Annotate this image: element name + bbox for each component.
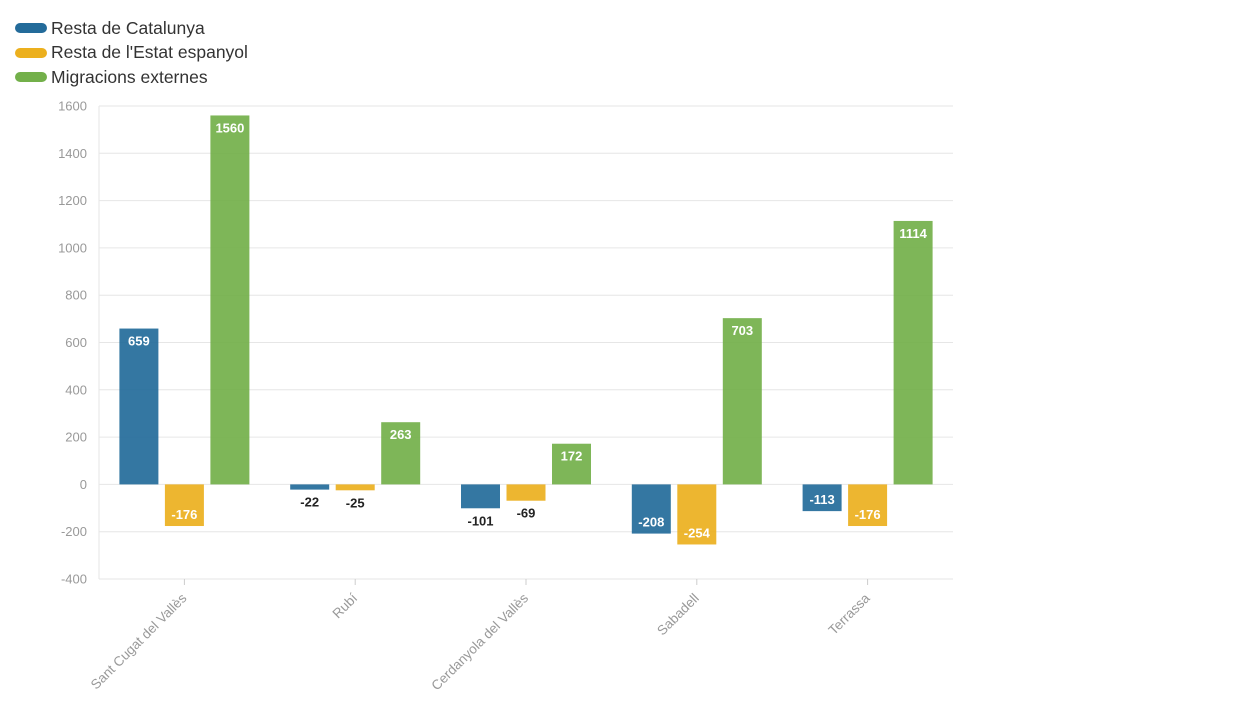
y-tick-label: 1600 [58,99,87,114]
bar [848,484,888,527]
bar [119,328,159,485]
y-tick-label: 800 [65,288,87,303]
x-tick-label: Terrassa [826,590,874,638]
y-tick-label: 200 [65,430,87,445]
y-tick-label: -400 [61,572,87,587]
y-tick-label: 1400 [58,146,87,161]
bar [722,318,762,485]
bar [677,484,717,545]
bar [802,484,842,512]
x-tick-label: Cerdanyola del Vallès [428,590,531,693]
y-tick-label: 600 [65,335,87,350]
x-tick-label: Sant Cugat del Vallès [88,590,190,692]
bar [631,484,671,534]
legend: Resta de Catalunya Resta de l'Estat espa… [15,16,248,90]
data-label: 172 [561,449,583,464]
x-tick-label: Sabadell [654,591,702,639]
legend-swatch-resta-de-catalunya [15,23,47,34]
data-label: -22 [300,495,319,510]
legend-swatch-migracions-externes [15,72,47,83]
bar [381,422,421,485]
bar [335,484,375,491]
bar [552,443,591,485]
legend-label-migracions-externes: Migracions externes [51,66,208,87]
data-label: -113 [809,492,834,507]
legend-label-resta-de-catalunya: Resta de Catalunya [51,17,205,38]
y-tick-label: -200 [61,524,87,539]
data-label: 263 [390,427,412,442]
data-label: -69 [517,506,536,521]
x-tick-label: Rubí [330,590,361,621]
legend-swatch-resta-de-l-estat-espanyol [15,47,47,58]
bar [461,484,500,509]
legend-item-migracions-externes[interactable]: Migracions externes [15,65,248,90]
legend-item-resta-de-l-estat-espanyol[interactable]: Resta de l'Estat espanyol [15,41,248,66]
bar [893,220,933,485]
y-tick-label: 0 [80,477,87,492]
y-tick-label: 400 [65,382,87,397]
bar [290,484,330,490]
y-tick-label: 1200 [58,193,87,208]
data-label: -176 [855,507,881,522]
legend-item-resta-de-catalunya[interactable]: Resta de Catalunya [15,16,248,41]
data-label: -254 [684,525,711,540]
data-label: 659 [128,334,150,349]
data-label: -25 [346,495,365,510]
data-label: 1114 [899,226,927,241]
y-tick-label: 1000 [58,240,87,255]
bar [210,115,250,485]
data-label: 1560 [215,120,244,135]
bar [164,484,204,527]
data-label: 703 [731,323,753,338]
data-label: -101 [467,513,493,528]
data-label: -208 [638,515,664,530]
bar [506,484,546,501]
data-label: -176 [171,507,197,522]
legend-label-resta-de-l-estat-espanyol: Resta de l'Estat espanyol [51,42,248,63]
